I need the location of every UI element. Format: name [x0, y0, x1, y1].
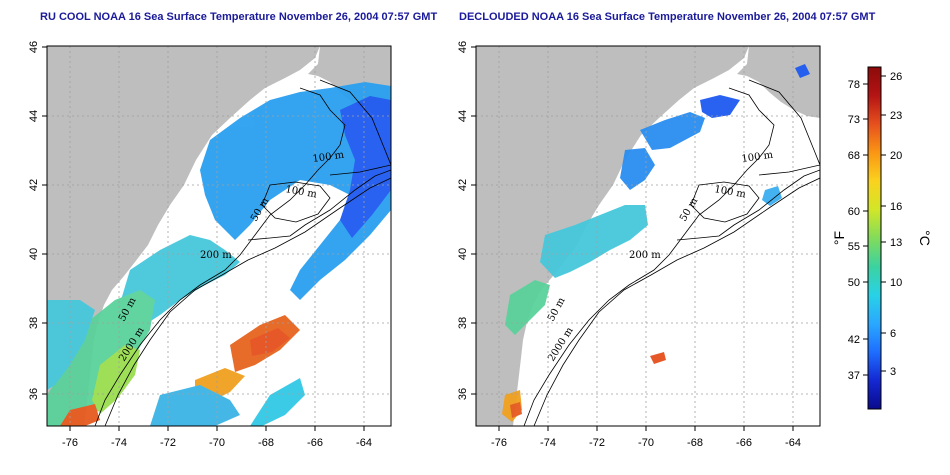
graticule-right	[476, 46, 820, 426]
fahrenheit-tick-label: 42	[848, 334, 860, 346]
colorbar-celsius-label: °C	[917, 230, 933, 246]
contour-label-left-3: 200 m	[200, 250, 232, 261]
x-tick-label-left: -74	[111, 437, 127, 449]
fahrenheit-tick-label: 37	[848, 370, 860, 382]
y-tick-label-right: 44	[457, 110, 469, 122]
panel-title-right: DECLOUDED NOAA 16 Sea Surface Temperatur…	[459, 11, 876, 23]
colorbar-fahrenheit-label: °F	[831, 231, 847, 245]
y-tick-label-left: 36	[28, 388, 40, 400]
y-tick-label-right: 40	[457, 248, 469, 260]
colorbar-scale	[867, 66, 882, 410]
celsius-tick-label: 16	[890, 201, 902, 213]
map-panel-left: 100 m 100 m 50 m 200 m 50 m 2000 m	[46, 45, 392, 427]
x-tick-label-right: -76	[491, 437, 507, 449]
fahrenheit-tick-label: 55	[848, 241, 860, 253]
y-tick-label-left: 38	[28, 317, 40, 329]
x-tick-label-left: -68	[258, 437, 274, 449]
land-mainland-right	[476, 46, 749, 426]
x-tick-label-right: -70	[638, 437, 654, 449]
bathymetry-contours-left	[94, 79, 391, 426]
y-tick-label-right: 38	[457, 317, 469, 329]
x-tick-label-right: -68	[687, 437, 703, 449]
contour-label-left-0: 100 m	[312, 150, 345, 165]
y-tick-label-left: 44	[28, 110, 40, 122]
y-tick-label-right: 42	[457, 179, 469, 191]
x-tick-label-left: -72	[160, 437, 176, 449]
y-tick-label-left: 46	[28, 41, 40, 53]
y-tick-label-left: 42	[28, 179, 40, 191]
x-tick-label-right: -64	[785, 437, 801, 449]
celsius-tick-label: 3	[890, 366, 896, 378]
celsius-tick-label: 26	[890, 71, 902, 83]
fahrenheit-tick-label: 60	[848, 206, 860, 218]
axes-left: -76 -74 -72 -70 -68 -66 -64 36 38 40 42 44 46	[28, 41, 372, 449]
land-mainland-left	[47, 46, 320, 426]
celsius-tick-label: 6	[890, 328, 896, 340]
x-tick-label-left: -64	[356, 437, 372, 449]
x-tick-label-right: -72	[589, 437, 605, 449]
y-tick-label-right: 36	[457, 388, 469, 400]
sst-field-right	[502, 64, 810, 422]
land-island-right	[809, 84, 820, 104]
celsius-tick-label: 20	[890, 150, 902, 162]
axes-right: -76 -74 -72 -70 -68 -66 -64 36 38 40 42 44 46	[457, 41, 801, 449]
map-panel-right: 100 m 100 m 50 m 200 m 50 m 2000 m	[475, 45, 821, 427]
x-tick-label-left: -76	[62, 437, 78, 449]
x-tick-label-right: -66	[736, 437, 752, 449]
celsius-tick-label: 13	[890, 237, 902, 249]
celsius-tick-label: 10	[890, 277, 902, 289]
contour-label-right-3: 200 m	[629, 250, 661, 261]
colorbar: 78 73 68 60 55 50 42 37 26 23 20 16 13 10 6 3 °F °C	[831, 66, 933, 410]
contour-label-right-0: 100 m	[741, 150, 774, 165]
land-nova-scotia-right	[737, 46, 820, 118]
panel-title-left: RU COOL NOAA 16 Sea Surface Temperature …	[40, 11, 438, 23]
graticule-left	[47, 46, 391, 426]
celsius-tick-label: 23	[890, 110, 902, 122]
fahrenheit-tick-label: 78	[848, 79, 860, 91]
fahrenheit-tick-label: 68	[848, 150, 860, 162]
sst-field-left	[47, 82, 391, 426]
fahrenheit-tick-label: 50	[848, 277, 860, 289]
x-tick-label-left: -70	[209, 437, 225, 449]
x-tick-label-right: -74	[540, 437, 556, 449]
y-tick-label-right: 46	[457, 41, 469, 53]
bathymetry-contours-right	[523, 79, 820, 426]
x-tick-label-left: -66	[307, 437, 323, 449]
fahrenheit-tick-label: 73	[848, 114, 860, 126]
y-tick-label-left: 40	[28, 248, 40, 260]
